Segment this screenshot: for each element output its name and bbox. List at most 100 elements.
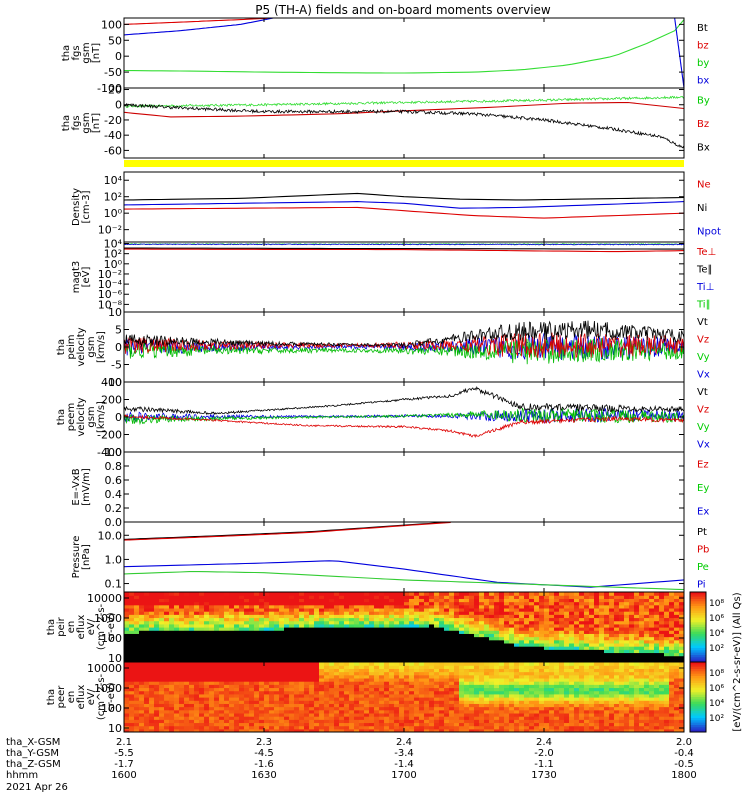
y-tick-label: -5: [111, 359, 122, 372]
heatmap-cell: [434, 592, 440, 596]
y-tick-label: 5: [115, 324, 122, 337]
legend-entry: Ti∥: [696, 299, 711, 310]
series-pe-line: [124, 572, 684, 590]
panel-frame: [124, 18, 684, 88]
heatmap-cell: [134, 592, 140, 596]
panel-frame: [124, 452, 684, 522]
heatmap-cell: [224, 662, 230, 666]
y-axis-label: [mV/m]: [81, 468, 92, 506]
legend-entry: Ex: [697, 506, 709, 517]
heatmap-cell: [564, 662, 570, 666]
heatmap-cell: [354, 662, 360, 666]
chart-title: P5 (TH-A) fields and on-board moments ov…: [255, 3, 551, 17]
y-axis-label: [km/s]: [96, 401, 107, 433]
series-by-line: [124, 96, 684, 107]
series-bx-line: [124, 18, 273, 35]
y-axis-label: sr-eV): [106, 612, 117, 641]
series-group: [124, 321, 684, 365]
series-vx-line: [124, 409, 684, 423]
y-axis-label: [eV]: [81, 267, 92, 288]
heatmap-cell: [469, 592, 475, 596]
y-tick-label: 0.4: [105, 488, 123, 501]
heatmap-cell: [144, 592, 150, 596]
legend-entry: Vt: [697, 387, 708, 398]
y-tick-label: 0: [115, 341, 122, 354]
y-tick-label: 0: [115, 411, 122, 424]
heatmap-cell: [334, 662, 340, 666]
legend-entry: by: [697, 58, 709, 69]
heatmap-cell: [519, 592, 525, 596]
heatmap-cell: [654, 592, 660, 596]
heatmap-cell: [444, 662, 450, 666]
heatmap-cell: [169, 592, 175, 596]
heatmap-cell: [584, 592, 590, 596]
heatmap-cell: [329, 662, 335, 666]
heatmap-cell: [139, 662, 145, 666]
heatmap-cell: [149, 662, 155, 666]
heatmap-cell: [249, 662, 255, 666]
heatmap-cell: [489, 592, 495, 596]
heatmap-cell: [424, 662, 430, 666]
legend-entry: bz: [697, 40, 709, 51]
y-tick-label: 10: [108, 306, 122, 319]
heatmap-cell: [564, 592, 570, 596]
legend-entry: Vx: [697, 439, 710, 450]
heatmap-cell: [334, 592, 340, 596]
legend-entry: Pi: [697, 579, 706, 590]
heatmap-cell: [379, 662, 385, 666]
heatmap-cell: [534, 592, 540, 596]
heatmap-cell: [429, 592, 435, 596]
heatmap-cell: [179, 592, 185, 596]
heatmap-cell: [279, 662, 285, 666]
heatmap-cell: [319, 592, 325, 596]
panel-frame: [124, 172, 684, 242]
heatmap-cell: [464, 592, 470, 596]
heatmap-cell: [294, 592, 300, 596]
heatmap-cell: [349, 662, 355, 666]
y-tick-label: 10⁻²: [98, 224, 122, 237]
heatmap-cell: [479, 662, 485, 666]
y-tick-label: -50: [104, 66, 122, 79]
heatmap-cell: [574, 662, 580, 666]
legend-entry: Vx: [697, 369, 710, 380]
heatmap-cell: [444, 592, 450, 596]
heatmap-cell: [234, 662, 240, 666]
heatmap-cell: [559, 592, 565, 596]
heatmap-cell: [589, 592, 595, 596]
heatmap-cell: [129, 592, 135, 596]
series-group: [124, 96, 684, 149]
y-axis-label: [nPa]: [81, 544, 92, 570]
heatmap-cell: [159, 662, 165, 666]
series-pt-line: [124, 522, 451, 539]
heatmap-cell: [364, 662, 370, 666]
heatmap-cell: [269, 592, 275, 596]
heatmap-cell: [414, 592, 420, 596]
legend-entry: Ez: [697, 460, 709, 471]
heatmap-cell: [244, 662, 250, 666]
heatmap-cell: [579, 592, 585, 596]
heatmap-cell: [149, 592, 155, 596]
heatmap-cell: [284, 662, 290, 666]
heatmap-cell: [274, 592, 280, 596]
heatmap-cell: [309, 592, 315, 596]
heatmap-cell: [139, 592, 145, 596]
heatmap-cell: [419, 662, 425, 666]
heatmap-cell: [359, 662, 365, 666]
heatmap-cell: [254, 662, 260, 666]
heatmap-cell: [424, 592, 430, 596]
series-group: [124, 387, 684, 437]
panel-frame: [124, 242, 684, 312]
heatmap-cell: [264, 592, 270, 596]
y-tick-label: 0.1: [105, 578, 123, 591]
heatmap-cell: [604, 592, 610, 596]
legend-entry: Pe: [697, 562, 709, 573]
panel-temperature: 10⁴10²10⁰10⁻²10⁻⁴10⁻⁶10⁻⁸magt3[eV]Te⊥Te∥…: [71, 238, 716, 312]
heatmap-cell: [514, 592, 520, 596]
legend-entry: Te∥: [696, 264, 713, 275]
heatmap-cell: [674, 592, 680, 596]
heatmap-cell: [484, 592, 490, 596]
